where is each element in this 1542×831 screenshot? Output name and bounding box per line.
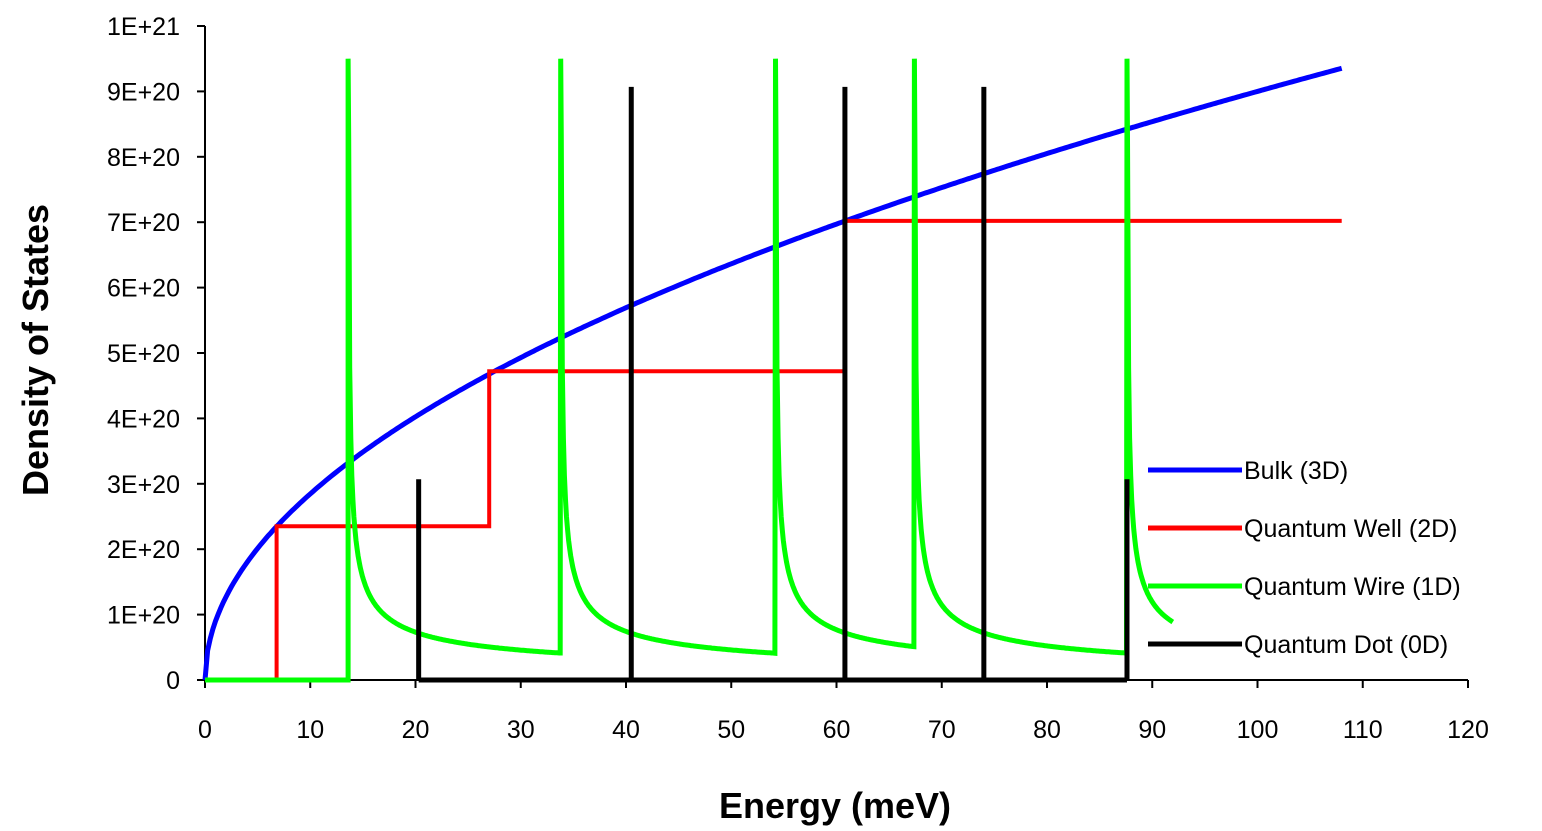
x-tick-label: 40 (612, 716, 640, 744)
x-tick-label: 100 (1237, 716, 1279, 744)
y-tick-label: 8E+20 (107, 144, 180, 172)
y-tick-label: 6E+20 (107, 275, 180, 303)
x-tick-label: 120 (1447, 716, 1489, 744)
y-tick-label: 2E+20 (107, 536, 180, 564)
series-layer (202, 58, 1343, 683)
y-tick-label: 4E+20 (107, 405, 180, 433)
legend-label: Quantum Dot (0D) (1244, 631, 1448, 659)
legend: Bulk (3D) Quantum Well (2D) Quantum Wire (… (1148, 457, 1461, 659)
x-tick-label: 20 (402, 716, 430, 744)
x-tick-label: 30 (507, 716, 535, 744)
y-tick-label: 0 (166, 667, 180, 695)
series-quantum-wire-1d-line (205, 58, 1175, 683)
y-tick-label: 5E+20 (107, 340, 180, 368)
x-tick-label: 0 (198, 716, 212, 744)
y-tick-label: 1E+21 (107, 13, 180, 41)
x-tick-label: 90 (1138, 716, 1166, 744)
y-tick-label: 9E+20 (107, 78, 180, 106)
x-tick-label: 50 (717, 716, 745, 744)
axes: 0 10 20 30 40 50 60 70 80 90 100 110 120 0 1E+20 2E+20 3… (107, 13, 1489, 744)
legend-label: Quantum Well (2D) (1244, 515, 1458, 543)
y-tick-label: 1E+20 (107, 602, 180, 630)
y-tick-label: 7E+20 (107, 209, 180, 237)
x-tick-label: 80 (1033, 716, 1061, 744)
x-axis-title: Energy (meV) (719, 785, 951, 826)
y-axis-title: Density of States (15, 204, 56, 496)
legend-label: Quantum Wire (1D) (1244, 573, 1461, 601)
x-tick-label: 110 (1343, 716, 1383, 744)
y-tick-label: 3E+20 (107, 471, 180, 499)
x-tick-label: 10 (296, 716, 324, 744)
x-tick-label: 60 (823, 716, 851, 744)
x-tick-label: 70 (928, 716, 956, 744)
legend-label: Bulk (3D) (1244, 457, 1348, 485)
